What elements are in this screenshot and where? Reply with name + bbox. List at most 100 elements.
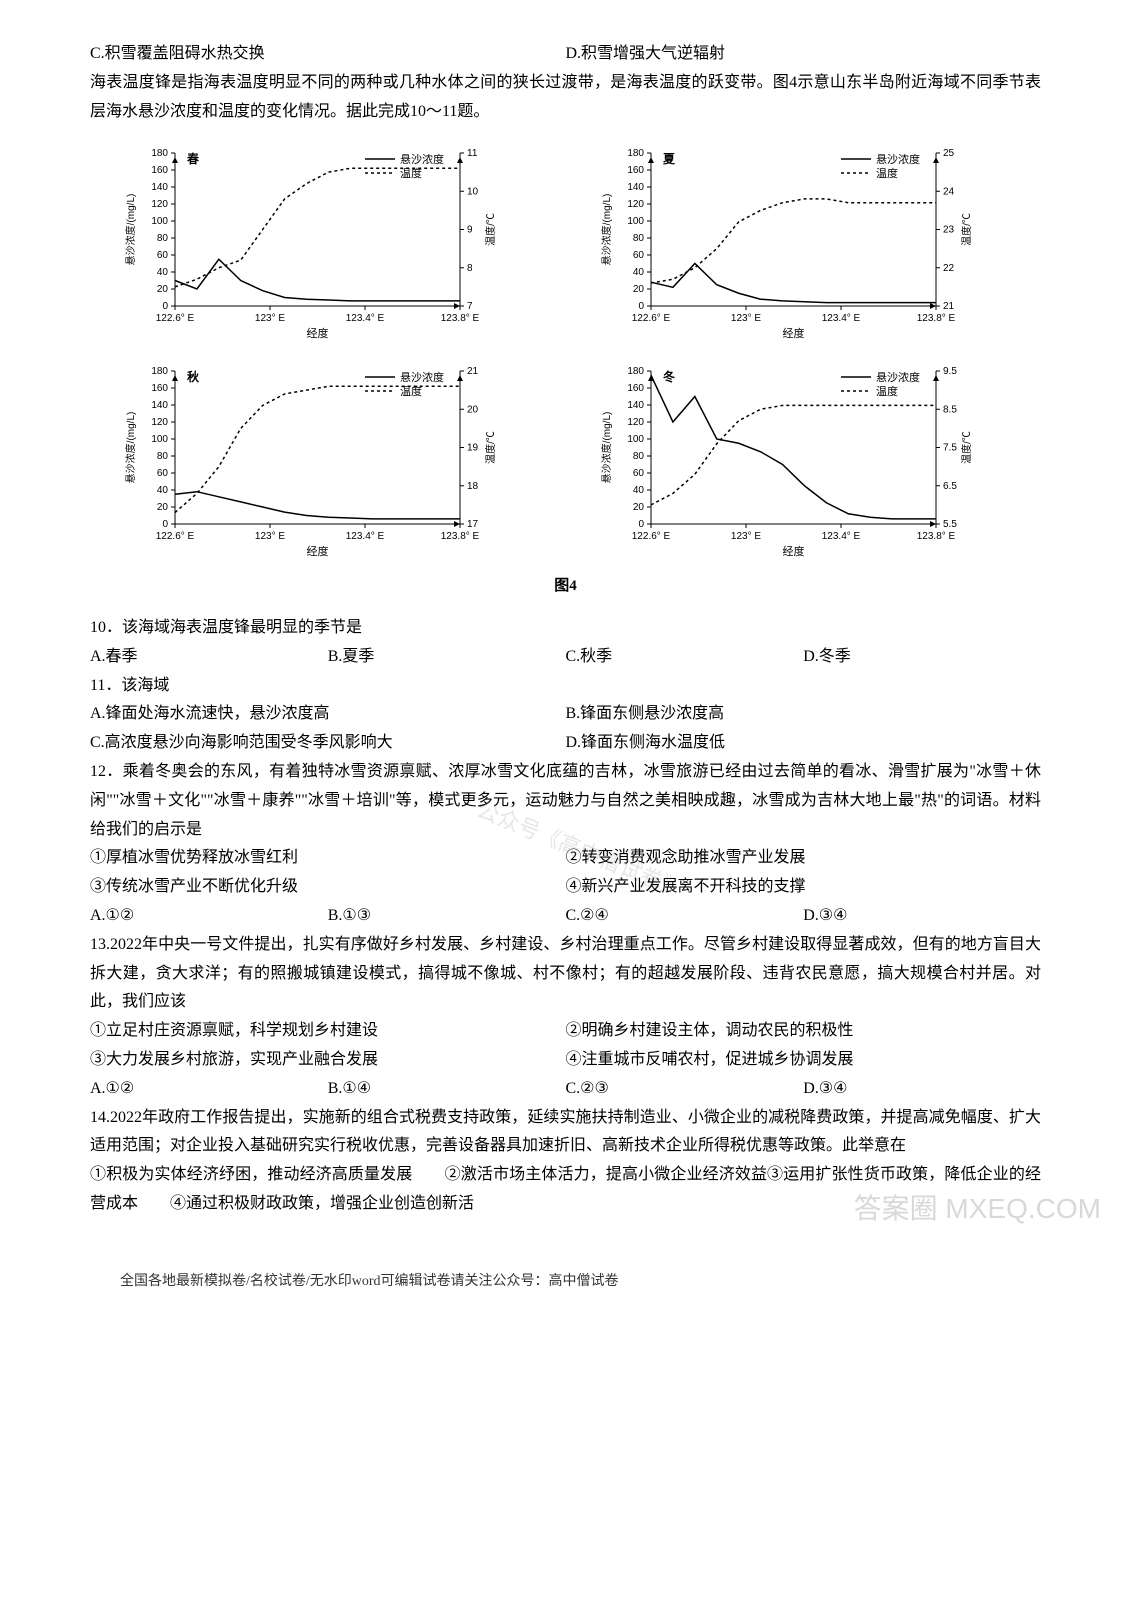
svg-text:123° E: 123° E xyxy=(255,531,285,542)
svg-text:9.5: 9.5 xyxy=(943,366,957,377)
svg-text:160: 160 xyxy=(151,383,168,394)
svg-text:60: 60 xyxy=(632,250,644,261)
q12-stem: 12．乘着冬奥会的东风，有着独特冰雪资源禀赋、浓厚冰雪文化底蕴的吉林，冰雪旅游已… xyxy=(90,758,1041,844)
svg-text:160: 160 xyxy=(627,165,644,176)
svg-text:悬沙浓度/(mg/L): 悬沙浓度/(mg/L) xyxy=(124,412,137,484)
svg-text:7: 7 xyxy=(467,301,473,312)
option-c[interactable]: C.积雪覆盖阻碍水热交换 xyxy=(90,40,566,69)
svg-text:40: 40 xyxy=(157,485,169,496)
svg-text:40: 40 xyxy=(632,485,644,496)
svg-text:180: 180 xyxy=(151,148,168,159)
svg-text:0: 0 xyxy=(162,519,168,530)
q10: 10．该海域海表温度锋最明显的季节是 A.春季 B.夏季 C.秋季 D.冬季 xyxy=(90,614,1041,672)
svg-text:40: 40 xyxy=(632,267,644,278)
svg-text:140: 140 xyxy=(627,400,644,411)
svg-text:160: 160 xyxy=(627,383,644,394)
q10-b[interactable]: B.夏季 xyxy=(328,643,566,672)
q10-d[interactable]: D.冬季 xyxy=(803,643,1041,672)
svg-text:经度: 经度 xyxy=(307,326,329,340)
svg-text:温度/℃: 温度/℃ xyxy=(960,214,973,247)
svg-text:温度: 温度 xyxy=(400,384,422,398)
svg-text:23: 23 xyxy=(943,225,955,236)
passage-q10-11: 海表温度锋是指海表温度明显不同的两种或几种水体之间的狭长过渡带，是海表温度的跃变… xyxy=(90,69,1041,127)
svg-text:0: 0 xyxy=(162,301,168,312)
q11-a[interactable]: A.锋面处海水流速快，悬沙浓度高 xyxy=(90,700,566,729)
q10-stem: 10．该海域海表温度锋最明显的季节是 xyxy=(90,614,1041,643)
svg-text:21: 21 xyxy=(467,366,479,377)
svg-text:123.8° E: 123.8° E xyxy=(441,531,480,542)
q13-c[interactable]: C.②③ xyxy=(566,1075,804,1104)
q12-s4: ④新兴产业发展离不开科技的支撑 xyxy=(566,873,1042,902)
svg-text:140: 140 xyxy=(627,182,644,193)
svg-text:18: 18 xyxy=(467,481,479,492)
orphan-options-cd: C.积雪覆盖阻碍水热交换 D.积雪增强大气逆辐射 xyxy=(90,40,1041,69)
svg-text:80: 80 xyxy=(157,451,169,462)
svg-text:80: 80 xyxy=(632,451,644,462)
svg-text:温度: 温度 xyxy=(400,166,422,180)
q12-a[interactable]: A.①② xyxy=(90,902,328,931)
svg-text:春: 春 xyxy=(186,151,200,166)
svg-text:60: 60 xyxy=(632,468,644,479)
page-footer: 全国各地最新模拟卷/名校试卷/无水印word可编辑试卷请关注公众号：高中僧试卷 xyxy=(90,1259,1041,1304)
q10-c[interactable]: C.秋季 xyxy=(566,643,804,672)
svg-text:0: 0 xyxy=(638,301,644,312)
svg-text:100: 100 xyxy=(627,434,644,445)
q11-d[interactable]: D.锋面东侧海水温度低 xyxy=(566,729,1042,758)
chart-春: 0204060801001201401601807891011122.6° E1… xyxy=(120,141,500,341)
svg-text:温度: 温度 xyxy=(876,166,898,180)
svg-text:100: 100 xyxy=(627,216,644,227)
q13-d[interactable]: D.③④ xyxy=(803,1075,1041,1104)
svg-text:19: 19 xyxy=(467,443,479,454)
svg-text:20: 20 xyxy=(632,284,644,295)
q12-b[interactable]: B.①③ xyxy=(328,902,566,931)
svg-text:0: 0 xyxy=(638,519,644,530)
q11-stem: 11．该海域 xyxy=(90,672,1041,701)
q12-d[interactable]: D.③④ xyxy=(803,902,1041,931)
svg-text:悬沙浓度/(mg/L): 悬沙浓度/(mg/L) xyxy=(600,412,613,484)
q11-c[interactable]: C.高浓度悬沙向海影响范围受冬季风影响大 xyxy=(90,729,566,758)
q10-a[interactable]: A.春季 xyxy=(90,643,328,672)
svg-text:123° E: 123° E xyxy=(730,313,760,324)
q14: 14.2022年政府工作报告提出，实施新的组合式税费支持政策，延续实施扶持制造业… xyxy=(90,1104,1041,1219)
q13-b[interactable]: B.①④ xyxy=(328,1075,566,1104)
svg-text:经度: 经度 xyxy=(782,326,804,340)
svg-text:140: 140 xyxy=(151,400,168,411)
svg-text:180: 180 xyxy=(627,366,644,377)
svg-text:122.6° E: 122.6° E xyxy=(156,313,195,324)
q13-s1: ①立足村庄资源禀赋，科学规划乡村建设 xyxy=(90,1017,566,1046)
svg-text:22: 22 xyxy=(943,263,955,274)
svg-text:温度/℃: 温度/℃ xyxy=(484,214,497,247)
q13-stem: 13.2022年中央一号文件提出，扎实有序做好乡村发展、乡村建设、乡村治理重点工… xyxy=(90,931,1041,1017)
svg-text:120: 120 xyxy=(151,199,168,210)
q13-a[interactable]: A.①② xyxy=(90,1075,328,1104)
chart-秋: 0204060801001201401601801718192021122.6°… xyxy=(120,359,500,559)
svg-text:悬沙浓度: 悬沙浓度 xyxy=(400,152,444,166)
svg-text:120: 120 xyxy=(627,417,644,428)
svg-text:21: 21 xyxy=(943,301,955,312)
svg-text:冬: 冬 xyxy=(663,369,675,384)
svg-text:8.5: 8.5 xyxy=(943,404,957,415)
option-d[interactable]: D.积雪增强大气逆辐射 xyxy=(566,40,1042,69)
svg-text:24: 24 xyxy=(943,187,955,198)
svg-text:122.6° E: 122.6° E xyxy=(631,313,670,324)
q11-b[interactable]: B.锋面东侧悬沙浓度高 xyxy=(566,700,1042,729)
q13: 13.2022年中央一号文件提出，扎实有序做好乡村发展、乡村建设、乡村治理重点工… xyxy=(90,931,1041,1104)
chart-冬: 0204060801001201401601805.56.57.58.59.51… xyxy=(596,359,976,559)
figure-caption: 图4 xyxy=(90,573,1041,600)
svg-text:123.4° E: 123.4° E xyxy=(821,531,860,542)
svg-text:122.6° E: 122.6° E xyxy=(156,531,195,542)
q12-c[interactable]: C.②④ xyxy=(566,902,804,931)
svg-text:140: 140 xyxy=(151,182,168,193)
svg-text:123.4° E: 123.4° E xyxy=(821,313,860,324)
svg-text:悬沙浓度/(mg/L): 悬沙浓度/(mg/L) xyxy=(124,194,137,266)
svg-text:123.8° E: 123.8° E xyxy=(441,313,480,324)
svg-text:120: 120 xyxy=(627,199,644,210)
svg-text:悬沙浓度/(mg/L): 悬沙浓度/(mg/L) xyxy=(600,194,613,266)
q14-statements: ①积极为实体经济纾困，推动经济高质量发展 ②激活市场主体活力，提高小微企业经济效… xyxy=(90,1161,1041,1219)
svg-text:60: 60 xyxy=(157,468,169,479)
svg-text:80: 80 xyxy=(632,233,644,244)
svg-text:经度: 经度 xyxy=(782,544,804,558)
svg-text:25: 25 xyxy=(943,148,955,159)
svg-text:温度/℃: 温度/℃ xyxy=(960,431,973,464)
svg-text:40: 40 xyxy=(157,267,169,278)
